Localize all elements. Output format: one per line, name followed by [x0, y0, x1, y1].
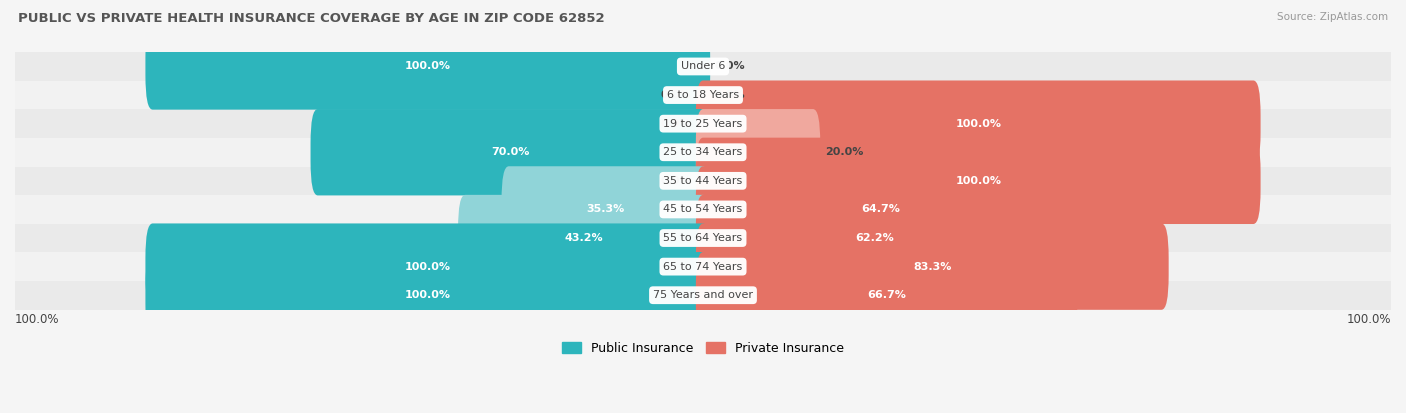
Text: 64.7%: 64.7% — [862, 204, 900, 214]
Text: 62.2%: 62.2% — [855, 233, 894, 243]
FancyBboxPatch shape — [145, 252, 710, 338]
FancyBboxPatch shape — [696, 223, 1168, 310]
Text: 100.0%: 100.0% — [405, 62, 451, 71]
FancyBboxPatch shape — [15, 109, 1391, 138]
Text: 6 to 18 Years: 6 to 18 Years — [666, 90, 740, 100]
Text: 75 Years and over: 75 Years and over — [652, 290, 754, 300]
Text: 20.0%: 20.0% — [825, 147, 863, 157]
Text: 0.0%: 0.0% — [661, 176, 690, 186]
FancyBboxPatch shape — [145, 23, 710, 109]
FancyBboxPatch shape — [696, 195, 1053, 281]
Text: Under 6: Under 6 — [681, 62, 725, 71]
FancyBboxPatch shape — [15, 52, 1391, 81]
Text: 100.0%: 100.0% — [1347, 313, 1391, 326]
FancyBboxPatch shape — [696, 138, 1261, 224]
Text: 0.0%: 0.0% — [716, 90, 745, 100]
Text: 35.3%: 35.3% — [586, 204, 626, 214]
Text: 83.3%: 83.3% — [912, 261, 952, 272]
Text: 100.0%: 100.0% — [955, 119, 1001, 129]
Text: 100.0%: 100.0% — [955, 176, 1001, 186]
Text: 0.0%: 0.0% — [716, 62, 745, 71]
Legend: Public Insurance, Private Insurance: Public Insurance, Private Insurance — [557, 337, 849, 360]
FancyBboxPatch shape — [15, 195, 1391, 224]
Text: 25 to 34 Years: 25 to 34 Years — [664, 147, 742, 157]
Text: 100.0%: 100.0% — [15, 313, 59, 326]
FancyBboxPatch shape — [696, 252, 1077, 338]
Text: PUBLIC VS PRIVATE HEALTH INSURANCE COVERAGE BY AGE IN ZIP CODE 62852: PUBLIC VS PRIVATE HEALTH INSURANCE COVER… — [18, 12, 605, 25]
Text: 66.7%: 66.7% — [868, 290, 905, 300]
Text: 19 to 25 Years: 19 to 25 Years — [664, 119, 742, 129]
FancyBboxPatch shape — [311, 109, 710, 195]
Text: 35 to 44 Years: 35 to 44 Years — [664, 176, 742, 186]
FancyBboxPatch shape — [458, 195, 710, 281]
FancyBboxPatch shape — [502, 166, 710, 253]
Text: 45 to 54 Years: 45 to 54 Years — [664, 204, 742, 214]
FancyBboxPatch shape — [696, 166, 1066, 253]
Text: Source: ZipAtlas.com: Source: ZipAtlas.com — [1277, 12, 1388, 22]
Text: 70.0%: 70.0% — [491, 147, 530, 157]
FancyBboxPatch shape — [696, 81, 1261, 167]
Text: 0.0%: 0.0% — [661, 119, 690, 129]
FancyBboxPatch shape — [15, 138, 1391, 166]
FancyBboxPatch shape — [15, 281, 1391, 309]
FancyBboxPatch shape — [15, 252, 1391, 281]
Text: 43.2%: 43.2% — [565, 233, 603, 243]
Text: 65 to 74 Years: 65 to 74 Years — [664, 261, 742, 272]
Text: 100.0%: 100.0% — [405, 261, 451, 272]
Text: 100.0%: 100.0% — [405, 290, 451, 300]
Text: 0.0%: 0.0% — [661, 90, 690, 100]
FancyBboxPatch shape — [145, 223, 710, 310]
FancyBboxPatch shape — [15, 224, 1391, 252]
FancyBboxPatch shape — [696, 109, 820, 195]
FancyBboxPatch shape — [15, 81, 1391, 109]
FancyBboxPatch shape — [15, 166, 1391, 195]
Text: 55 to 64 Years: 55 to 64 Years — [664, 233, 742, 243]
